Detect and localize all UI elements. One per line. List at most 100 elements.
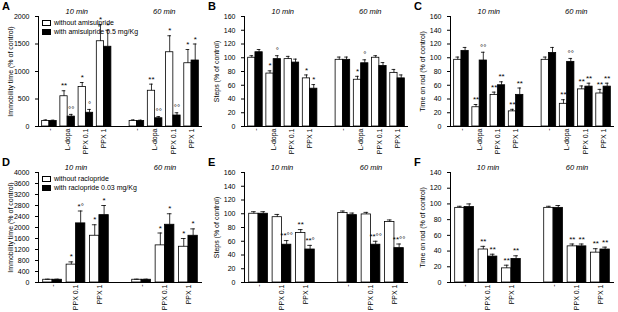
- svg-text:**: **: [579, 76, 585, 85]
- svg-text:**°: **°: [305, 236, 314, 245]
- svg-text:L-dopa: L-dopa: [64, 128, 72, 150]
- svg-text:**: **: [473, 95, 479, 104]
- svg-text:120: 120: [430, 184, 442, 191]
- svg-text:*: *: [81, 73, 84, 82]
- svg-text:PPX 1: PPX 1: [391, 284, 398, 304]
- svg-text:2000: 2000: [14, 13, 30, 20]
- svg-text:140: 140: [224, 26, 236, 33]
- svg-text:40: 40: [228, 251, 236, 258]
- svg-text:*: *: [168, 204, 171, 213]
- svg-text:L-dopa: L-dopa: [357, 128, 365, 150]
- svg-text:**: **: [513, 246, 519, 255]
- svg-text:Immobility time (% of control): Immobility time (% of control): [7, 182, 15, 272]
- svg-text:*: *: [93, 215, 96, 224]
- svg-text:0: 0: [232, 123, 236, 130]
- svg-text:**: **: [61, 81, 67, 90]
- svg-text:Time on rod (% of control): Time on rod (% of control): [419, 31, 427, 112]
- svg-text:0: 0: [438, 123, 442, 130]
- svg-text:40: 40: [434, 247, 442, 254]
- svg-text:10 min: 10 min: [271, 163, 294, 172]
- svg-text:60: 60: [434, 81, 442, 88]
- svg-text:120: 120: [224, 40, 236, 47]
- svg-text:-: -: [46, 128, 53, 131]
- svg-text:**: **: [593, 239, 599, 248]
- svg-text:°°: °°: [68, 105, 74, 114]
- svg-text:Immobility time (% of control): Immobility time (% of control): [7, 26, 15, 116]
- svg-text:PPX 0.1: PPX 0.1: [161, 284, 168, 310]
- svg-text:PPX 0.1: PPX 0.1: [170, 128, 177, 154]
- svg-text:80: 80: [228, 68, 236, 75]
- svg-text:PPX 0.1: PPX 0.1: [278, 284, 285, 310]
- svg-text:L-dopa: L-dopa: [476, 128, 484, 150]
- svg-text:-: -: [255, 284, 262, 287]
- svg-text:2400: 2400: [14, 213, 30, 220]
- svg-text:140: 140: [224, 182, 236, 189]
- svg-text:PPX 1: PPX 1: [185, 284, 192, 304]
- svg-text:1500: 1500: [14, 40, 30, 47]
- svg-text:Steps (% of control): Steps (% of control): [213, 41, 221, 102]
- svg-text:PPX 1: PPX 1: [96, 284, 103, 304]
- svg-text:*: *: [312, 75, 315, 84]
- svg-text:800: 800: [18, 257, 30, 264]
- svg-text:500: 500: [18, 95, 30, 102]
- svg-text:**: **: [586, 74, 592, 83]
- svg-text:PPX 1: PPX 1: [508, 284, 515, 304]
- svg-text:**: **: [498, 72, 504, 81]
- svg-text:PPX 0.1: PPX 0.1: [582, 128, 589, 154]
- svg-text:**: **: [509, 100, 515, 109]
- svg-text:PPX 0.1: PPX 0.1: [367, 284, 374, 310]
- svg-text:10 min: 10 min: [65, 163, 88, 172]
- svg-text:L-dopa: L-dopa: [151, 128, 159, 150]
- svg-text:°: °: [363, 50, 366, 59]
- svg-text:1200: 1200: [14, 246, 30, 253]
- svg-text:160: 160: [224, 13, 236, 20]
- svg-text:40: 40: [228, 95, 236, 102]
- svg-text:*: *: [194, 35, 197, 44]
- svg-text:40: 40: [434, 95, 442, 102]
- svg-text:140: 140: [430, 26, 442, 33]
- svg-text:PPX 0.1: PPX 0.1: [72, 284, 79, 310]
- svg-text:PPX 1: PPX 1: [302, 284, 309, 304]
- svg-text:**: **: [148, 75, 154, 84]
- svg-text:-: -: [252, 128, 259, 131]
- svg-text:PPX 1: PPX 1: [600, 128, 607, 148]
- svg-text:**: **: [597, 80, 603, 89]
- svg-text:100: 100: [224, 54, 236, 61]
- svg-text:PPX 0.1: PPX 0.1: [573, 284, 580, 310]
- svg-text:80: 80: [434, 216, 442, 223]
- svg-text:°: °: [88, 100, 91, 109]
- svg-text:°: °: [276, 46, 279, 55]
- svg-text:-: -: [545, 128, 552, 131]
- svg-text:*: *: [159, 224, 162, 233]
- svg-text:-: -: [458, 128, 465, 131]
- svg-text:60 min: 60 min: [565, 7, 588, 16]
- svg-text:-: -: [138, 284, 145, 287]
- svg-text:*: *: [192, 219, 195, 228]
- svg-text:100: 100: [430, 54, 442, 61]
- svg-text:2800: 2800: [14, 202, 30, 209]
- svg-text:60: 60: [228, 81, 236, 88]
- svg-text:PPX 0.1: PPX 0.1: [484, 284, 491, 310]
- svg-text:*: *: [70, 252, 73, 261]
- svg-text:**: **: [579, 235, 585, 244]
- svg-text:-: -: [133, 128, 140, 131]
- svg-text:100: 100: [224, 210, 236, 217]
- svg-text:PPX 0.1: PPX 0.1: [376, 128, 383, 154]
- svg-text:**: **: [560, 90, 566, 99]
- svg-text:*: *: [168, 26, 171, 35]
- svg-text:°°: °°: [156, 107, 162, 116]
- svg-text:**: **: [602, 238, 608, 247]
- svg-text:60 min: 60 min: [566, 163, 589, 172]
- svg-text:400: 400: [18, 268, 30, 275]
- svg-text:0: 0: [26, 279, 30, 286]
- svg-text:80: 80: [434, 68, 442, 75]
- svg-text:°°: °°: [480, 43, 486, 52]
- svg-text:L-dopa: L-dopa: [563, 128, 571, 150]
- svg-text:PPX 0.1: PPX 0.1: [494, 128, 501, 154]
- svg-text:140: 140: [430, 169, 442, 176]
- svg-text:PPX 0.1: PPX 0.1: [288, 128, 295, 154]
- svg-text:120: 120: [430, 40, 442, 47]
- svg-text:-: -: [339, 128, 346, 131]
- svg-text:**: **: [298, 220, 304, 229]
- svg-text:*: *: [356, 67, 359, 76]
